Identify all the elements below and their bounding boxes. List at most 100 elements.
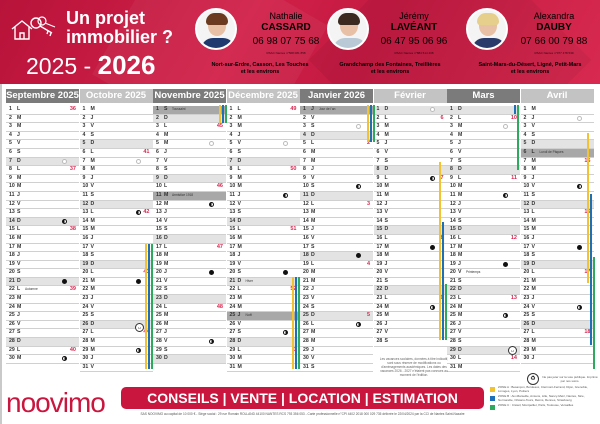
day-row: 11 J: [6, 192, 79, 201]
day-row: 17 M: [373, 244, 447, 253]
zone-c-bar: [517, 105, 519, 170]
moon-phase-icon: [282, 141, 288, 147]
day-row: 17 M: [226, 244, 300, 253]
day-row: 20 J: [153, 269, 226, 278]
day-number: 8: [9, 166, 12, 173]
day-number: 27: [82, 329, 89, 336]
day-row: 25 M: [373, 312, 447, 321]
day-number: 24: [229, 303, 236, 310]
day-number: 5: [376, 140, 380, 147]
weekday-letter: L: [458, 295, 462, 302]
day-number: 24: [376, 303, 383, 310]
day-number: 15: [303, 226, 309, 233]
weekday-letter: M: [531, 277, 536, 284]
day-number: 25: [376, 312, 383, 319]
day-row: 14 D: [226, 217, 300, 227]
weekday-letter: J: [164, 148, 167, 155]
weekday-letter: J: [531, 174, 535, 181]
day-row: 21 M: [79, 278, 153, 287]
weekday-letter: V: [311, 355, 315, 362]
day-number: 19: [303, 260, 309, 267]
day-number: 14: [450, 217, 456, 224]
weekday-letter: J: [384, 320, 388, 327]
weekday-letter: L: [458, 234, 462, 241]
day-number: 25: [450, 312, 456, 319]
weekday-letter: J: [458, 200, 461, 207]
weekday-letter: S: [458, 157, 462, 164]
zone-b-bar: [295, 277, 297, 369]
weekday-letter: S: [17, 269, 21, 276]
weekday-letter: J: [237, 312, 241, 319]
day-number: 5: [450, 140, 453, 147]
weekday-letter: D: [458, 106, 462, 112]
agent-phone[interactable]: 07 66 00 79 88: [520, 36, 588, 47]
weekday-letter: D: [311, 252, 315, 259]
day-row: 15 M: [79, 226, 153, 235]
weekday-letter: D: [458, 286, 462, 293]
day-number: 6: [450, 148, 453, 155]
weekday-letter: V: [531, 303, 535, 310]
day-number: 2: [376, 114, 380, 121]
avatar: [327, 8, 369, 50]
weekday-letter: D: [311, 191, 315, 198]
weekday-letter: D: [237, 277, 242, 284]
weekday-letter: S: [311, 363, 315, 370]
day-number: 10: [376, 183, 383, 190]
day-number: 27: [229, 329, 236, 336]
weekday-letter: M: [90, 286, 95, 293]
day-number: 1: [82, 106, 86, 112]
day-row: 13 S: [226, 209, 300, 218]
agent-phone[interactable]: 06 98 07 75 68: [252, 36, 320, 47]
week-number: 36: [69, 106, 76, 112]
weekday-letter: D: [384, 166, 389, 173]
day-number: 8: [450, 166, 453, 173]
day-row: 19 L 4: [300, 261, 373, 270]
day-number: 12: [229, 200, 236, 207]
weekday-letter: M: [311, 217, 316, 224]
weekday-letter: J: [90, 355, 94, 362]
day-number: 25: [303, 312, 309, 319]
moon-phase-icon: [503, 261, 508, 267]
weekday-letter: V: [384, 148, 388, 155]
day-row: 27 M: [300, 329, 373, 339]
moon-phase-icon: [576, 244, 582, 250]
day-row: 23 D: [153, 295, 226, 304]
weekday-letter: S: [90, 131, 94, 138]
day-row: 20 V Printemps: [447, 269, 520, 278]
day-number: 21: [229, 277, 236, 284]
weekday-letter: J: [458, 260, 461, 267]
weekday-letter: V: [384, 209, 388, 216]
weekday-letter: D: [90, 140, 95, 147]
day-number: 5: [82, 140, 86, 147]
day-row: 14 M: [300, 218, 373, 227]
year-end: 2026: [97, 50, 156, 80]
day-row: 29 S: [153, 347, 226, 356]
day-row: 28 S: [373, 338, 447, 347]
day-row: 17 S: [300, 244, 373, 253]
weekday-letter: L: [458, 114, 462, 121]
weekday-letter: J: [384, 140, 388, 147]
week-number: 13: [510, 295, 517, 302]
moon-phase-icon: [576, 304, 582, 310]
day-number: 29: [303, 346, 309, 353]
day-number: 29: [229, 346, 236, 353]
weekday-letter: M: [458, 252, 463, 259]
day-row: 6 L Lundi de Pâques: [520, 148, 594, 158]
day-number: 17: [303, 243, 309, 250]
weekday-letter: S: [17, 148, 21, 155]
day-row: 14 M: [520, 218, 594, 227]
agent-phone[interactable]: 06 47 95 06 96: [380, 36, 448, 47]
weekday-letter: S: [531, 191, 535, 198]
agent-rsac: RSAC Nantes n°977 478 539: [534, 51, 574, 55]
weekday-letter: L: [90, 329, 94, 336]
day-number: 29: [82, 346, 89, 353]
day-row: 15 L 38: [6, 226, 79, 235]
zone-legend: ZONE A : Besançon, Bordeaux, Clermont-Fe…: [490, 385, 598, 413]
day-number: 23: [229, 295, 236, 302]
weekday-letter: L: [531, 209, 535, 216]
